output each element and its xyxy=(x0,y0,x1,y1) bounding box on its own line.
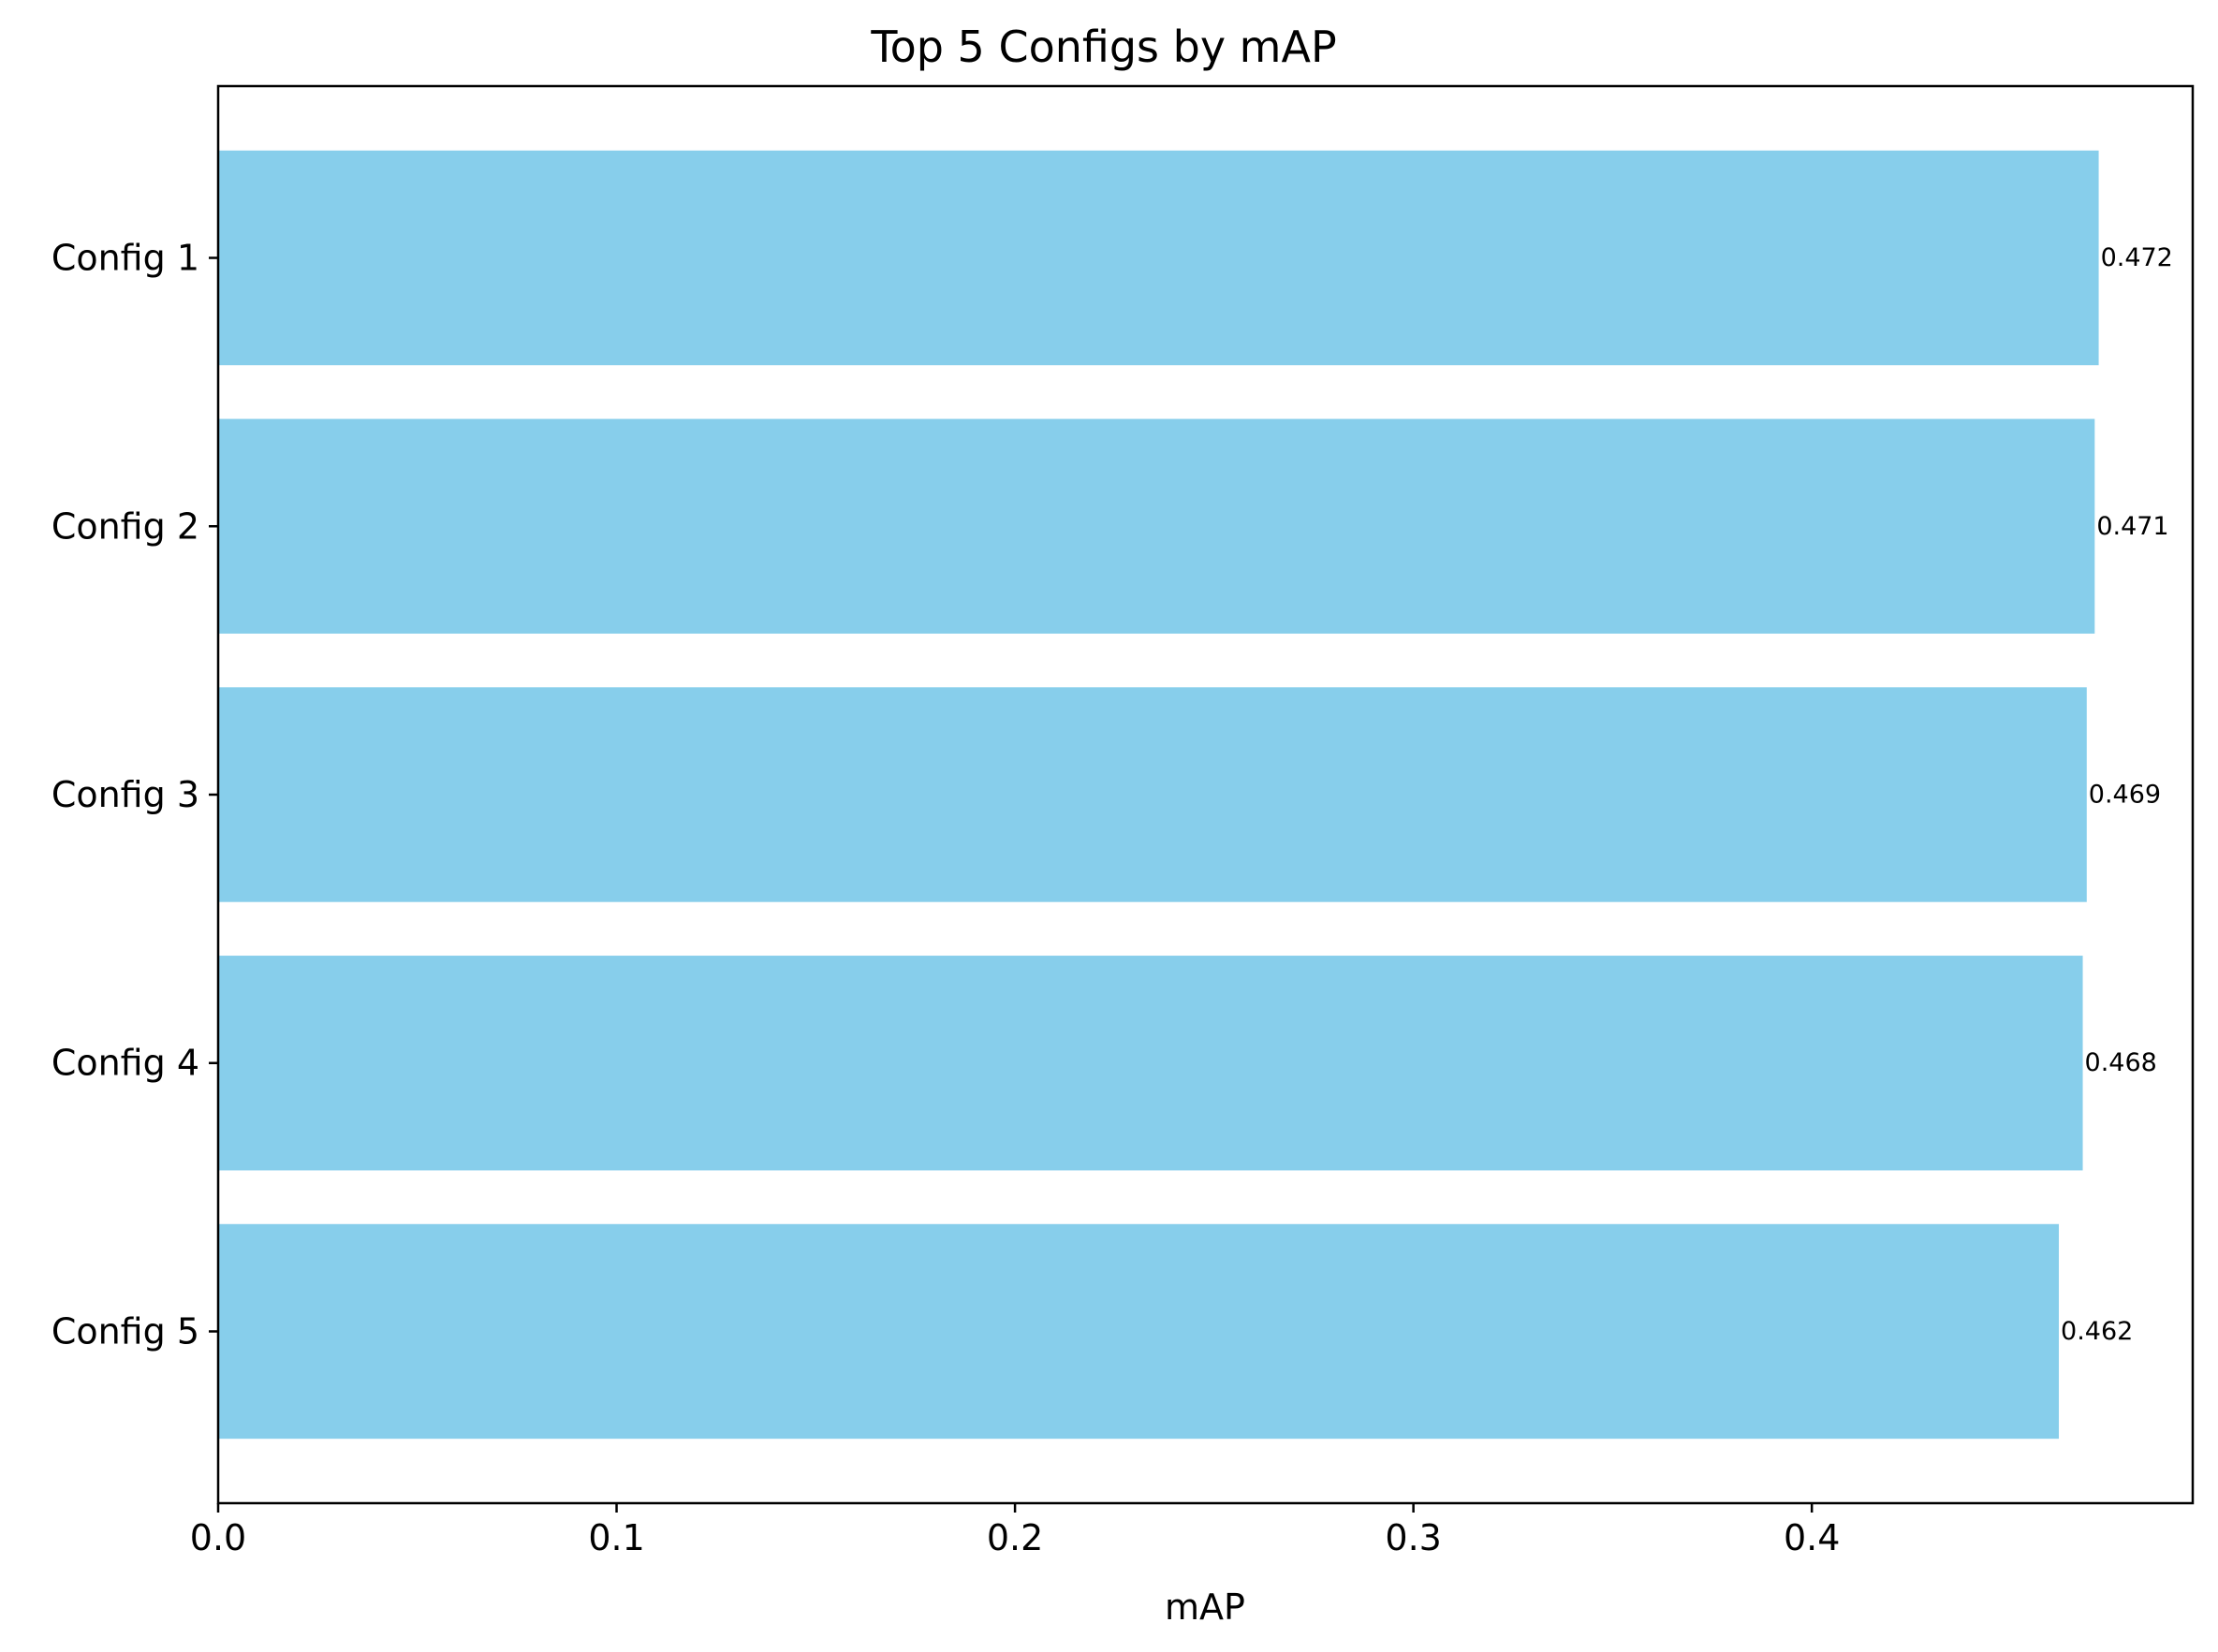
x-tick-label-2: 0.2 xyxy=(987,1517,1043,1558)
x-tick-label-3: 0.3 xyxy=(1385,1517,1441,1558)
data-labels-group: 0.472 0.471 0.469 0.468 0.462 xyxy=(2061,243,2173,1346)
data-label-1: 0.472 xyxy=(2101,243,2173,272)
y-tick-label-2: Config 2 xyxy=(51,505,199,547)
bar-3 xyxy=(218,687,2087,902)
data-label-2: 0.471 xyxy=(2096,512,2168,541)
data-label-4: 0.468 xyxy=(2085,1048,2157,1077)
y-axis: Config 1 Config 2 Config 3 Config 4 Config 5 xyxy=(51,238,218,1352)
y-tick-label-4: Config 4 xyxy=(51,1043,199,1084)
x-axis-label: mAP xyxy=(1165,1586,1245,1628)
bar-2 xyxy=(218,418,2095,634)
bar-4 xyxy=(218,956,2083,1171)
x-axis: 0.0 0.1 0.2 0.3 0.4 xyxy=(190,1503,1840,1558)
y-tick-label-5: Config 5 xyxy=(51,1310,199,1352)
y-tick-label-1: Config 1 xyxy=(51,238,199,279)
x-tick-label-1: 0.1 xyxy=(588,1517,644,1558)
x-tick-label-4: 0.4 xyxy=(1784,1517,1840,1558)
data-label-5: 0.462 xyxy=(2061,1317,2133,1346)
y-tick-label-3: Config 3 xyxy=(51,774,199,815)
x-tick-label-0: 0.0 xyxy=(190,1517,246,1558)
chart-title: Top 5 Configs by mAP xyxy=(870,22,1336,72)
data-label-3: 0.469 xyxy=(2089,781,2161,810)
bar-5 xyxy=(218,1223,2060,1440)
bars-group xyxy=(218,150,2099,1440)
bar-1 xyxy=(218,150,2099,366)
